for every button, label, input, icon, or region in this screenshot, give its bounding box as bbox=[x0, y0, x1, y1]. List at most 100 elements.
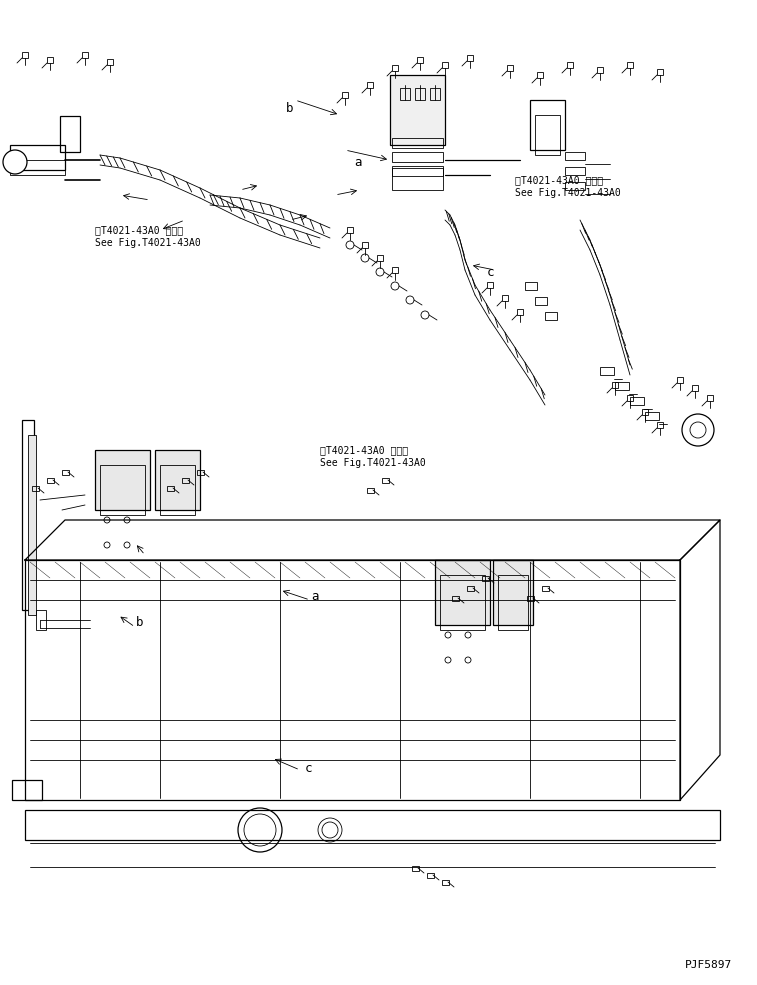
Bar bbox=[707, 395, 713, 401]
Bar bbox=[100, 465, 145, 515]
Circle shape bbox=[445, 632, 451, 638]
Bar bbox=[565, 182, 585, 190]
Bar bbox=[155, 450, 200, 510]
Bar bbox=[430, 88, 440, 100]
Circle shape bbox=[465, 657, 471, 663]
Circle shape bbox=[322, 822, 338, 838]
Bar bbox=[28, 435, 36, 615]
Circle shape bbox=[124, 542, 130, 548]
Bar bbox=[535, 115, 560, 155]
Bar bbox=[527, 596, 534, 601]
Bar bbox=[36, 610, 46, 630]
Circle shape bbox=[244, 814, 276, 846]
Bar bbox=[600, 367, 614, 375]
Text: b: b bbox=[286, 101, 294, 114]
Bar bbox=[630, 397, 644, 405]
Text: 第T4021-43A0 図参照
See Fig.T4021-43A0: 第T4021-43A0 図参照 See Fig.T4021-43A0 bbox=[95, 225, 201, 248]
Bar bbox=[677, 377, 683, 383]
Circle shape bbox=[445, 657, 451, 663]
Text: c: c bbox=[486, 266, 494, 279]
Bar bbox=[347, 227, 353, 233]
Bar bbox=[502, 295, 508, 301]
Bar bbox=[545, 312, 557, 320]
Circle shape bbox=[3, 150, 27, 174]
Bar bbox=[498, 575, 528, 630]
Bar bbox=[82, 52, 88, 58]
Circle shape bbox=[376, 268, 384, 276]
Bar bbox=[60, 116, 80, 152]
Text: 第T4021-43A0 図参照
See Fig.T4021-43A0: 第T4021-43A0 図参照 See Fig.T4021-43A0 bbox=[320, 445, 425, 468]
Bar bbox=[160, 465, 195, 515]
Bar bbox=[565, 167, 585, 175]
Bar bbox=[482, 576, 489, 581]
Bar bbox=[22, 52, 28, 58]
Bar bbox=[507, 65, 513, 71]
Bar bbox=[362, 242, 368, 248]
Circle shape bbox=[690, 422, 706, 438]
Circle shape bbox=[318, 818, 342, 842]
Bar bbox=[692, 385, 698, 391]
Bar bbox=[392, 166, 443, 176]
Bar bbox=[382, 478, 389, 483]
Circle shape bbox=[104, 517, 110, 523]
Bar bbox=[452, 596, 459, 601]
Bar bbox=[22, 420, 34, 610]
Circle shape bbox=[391, 282, 399, 290]
Bar bbox=[517, 309, 523, 315]
Text: PJF5897: PJF5897 bbox=[685, 960, 732, 970]
Bar bbox=[657, 422, 663, 428]
Bar bbox=[62, 470, 69, 475]
Bar bbox=[392, 152, 443, 162]
Bar bbox=[542, 586, 549, 591]
Circle shape bbox=[682, 414, 714, 446]
Circle shape bbox=[406, 296, 414, 304]
Bar bbox=[10, 145, 65, 170]
Circle shape bbox=[421, 311, 429, 319]
Bar bbox=[597, 67, 603, 73]
Circle shape bbox=[124, 517, 130, 523]
Bar bbox=[342, 92, 348, 98]
Bar bbox=[427, 873, 434, 878]
Text: b: b bbox=[136, 617, 144, 629]
Bar bbox=[645, 412, 659, 420]
Bar bbox=[367, 82, 373, 88]
Bar bbox=[392, 168, 443, 190]
Bar bbox=[167, 486, 174, 491]
Bar bbox=[417, 57, 423, 63]
Text: 第T4021-43A0 図参照
See Fig.T4021-43A0: 第T4021-43A0 図参照 See Fig.T4021-43A0 bbox=[515, 175, 621, 198]
Bar bbox=[197, 470, 204, 475]
Text: a: a bbox=[311, 589, 319, 603]
Bar bbox=[107, 59, 113, 65]
Bar bbox=[12, 780, 42, 800]
Bar bbox=[530, 100, 565, 150]
Bar bbox=[567, 62, 573, 68]
Bar bbox=[493, 560, 533, 625]
Bar bbox=[467, 55, 473, 61]
Circle shape bbox=[361, 254, 369, 262]
Bar bbox=[657, 69, 663, 75]
Bar bbox=[442, 880, 449, 885]
Bar bbox=[392, 267, 398, 273]
Bar bbox=[487, 282, 493, 288]
Bar bbox=[392, 138, 443, 148]
Bar bbox=[535, 297, 547, 305]
Bar bbox=[412, 866, 419, 871]
Bar bbox=[435, 560, 490, 625]
Bar bbox=[525, 282, 537, 290]
Bar bbox=[377, 255, 383, 261]
Bar bbox=[47, 57, 53, 63]
Bar bbox=[367, 488, 374, 493]
Bar bbox=[95, 450, 150, 510]
Bar bbox=[400, 88, 410, 100]
Bar bbox=[612, 382, 618, 388]
Bar bbox=[537, 72, 543, 78]
Circle shape bbox=[238, 808, 282, 852]
Bar bbox=[615, 382, 629, 390]
Circle shape bbox=[104, 542, 110, 548]
Bar bbox=[390, 75, 445, 145]
Bar bbox=[627, 395, 633, 401]
Bar bbox=[415, 88, 425, 100]
Bar bbox=[565, 152, 585, 160]
Circle shape bbox=[346, 241, 354, 249]
Bar bbox=[392, 65, 398, 71]
